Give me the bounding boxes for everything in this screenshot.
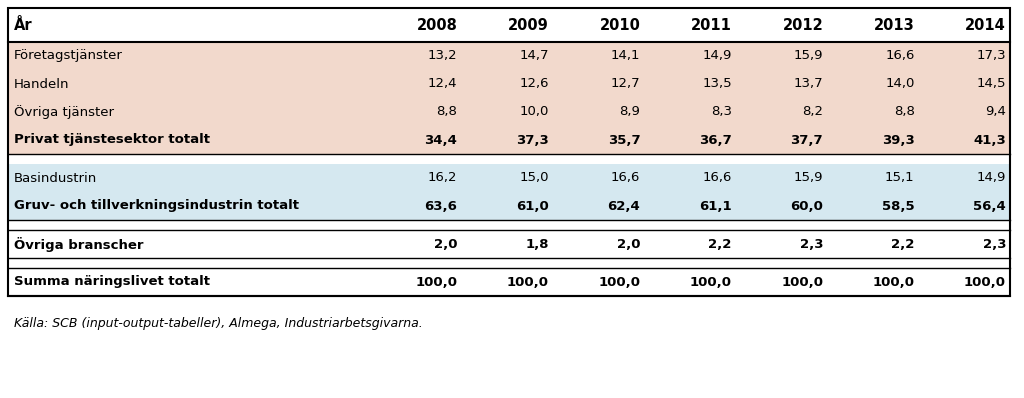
Text: 2011: 2011 bbox=[691, 18, 732, 33]
Text: 14,9: 14,9 bbox=[702, 49, 732, 62]
Text: 2,3: 2,3 bbox=[982, 238, 1006, 250]
Text: 61,0: 61,0 bbox=[516, 199, 549, 213]
Text: Summa näringslivet totalt: Summa näringslivet totalt bbox=[14, 275, 210, 289]
Text: Basindustrin: Basindustrin bbox=[14, 172, 97, 185]
Text: 16,6: 16,6 bbox=[611, 172, 640, 185]
Text: 2013: 2013 bbox=[873, 18, 914, 33]
Text: 2014: 2014 bbox=[966, 18, 1006, 33]
Text: 61,1: 61,1 bbox=[699, 199, 732, 213]
Bar bbox=[8, 192, 1010, 220]
Text: 17,3: 17,3 bbox=[976, 49, 1006, 62]
Text: 8,9: 8,9 bbox=[620, 105, 640, 119]
Text: Handeln: Handeln bbox=[14, 78, 70, 90]
Text: 37,3: 37,3 bbox=[516, 133, 549, 146]
Text: 15,0: 15,0 bbox=[519, 172, 549, 185]
Text: 34,4: 34,4 bbox=[425, 133, 458, 146]
Text: 100,0: 100,0 bbox=[964, 275, 1006, 289]
Text: 9,4: 9,4 bbox=[985, 105, 1006, 119]
Text: Övriga branscher: Övriga branscher bbox=[14, 236, 143, 252]
Bar bbox=[8, 42, 1010, 70]
Text: 2009: 2009 bbox=[508, 18, 549, 33]
Text: 13,7: 13,7 bbox=[794, 78, 823, 90]
Text: 15,9: 15,9 bbox=[794, 49, 823, 62]
Text: 12,7: 12,7 bbox=[610, 78, 640, 90]
Text: 37,7: 37,7 bbox=[791, 133, 823, 146]
Text: 100,0: 100,0 bbox=[690, 275, 732, 289]
Text: 8,8: 8,8 bbox=[894, 105, 914, 119]
Bar bbox=[8, 126, 1010, 154]
Text: 15,9: 15,9 bbox=[794, 172, 823, 185]
Text: 16,6: 16,6 bbox=[885, 49, 914, 62]
Text: 8,3: 8,3 bbox=[711, 105, 732, 119]
Text: 14,7: 14,7 bbox=[519, 49, 549, 62]
Text: År: År bbox=[14, 18, 33, 33]
Text: 8,8: 8,8 bbox=[436, 105, 458, 119]
Text: 16,6: 16,6 bbox=[702, 172, 732, 185]
Text: 14,0: 14,0 bbox=[885, 78, 914, 90]
Text: 2,2: 2,2 bbox=[709, 238, 732, 250]
Text: 2012: 2012 bbox=[782, 18, 823, 33]
Text: 13,5: 13,5 bbox=[702, 78, 732, 90]
Text: Källa: SCB (input-output-tabeller), Almega, Industriarbetsgivarna.: Källa: SCB (input-output-tabeller), Alme… bbox=[14, 318, 423, 330]
Text: 16,2: 16,2 bbox=[428, 172, 458, 185]
Text: 10,0: 10,0 bbox=[519, 105, 549, 119]
Bar bbox=[8, 230, 1010, 258]
Text: 56,4: 56,4 bbox=[973, 199, 1006, 213]
Text: 2,2: 2,2 bbox=[891, 238, 914, 250]
Text: 14,5: 14,5 bbox=[977, 78, 1006, 90]
Text: 35,7: 35,7 bbox=[607, 133, 640, 146]
Bar bbox=[8, 164, 1010, 192]
Bar bbox=[8, 268, 1010, 296]
Text: 12,4: 12,4 bbox=[428, 78, 458, 90]
Text: 100,0: 100,0 bbox=[598, 275, 640, 289]
Text: 13,2: 13,2 bbox=[428, 49, 458, 62]
Text: 15,1: 15,1 bbox=[885, 172, 914, 185]
Text: Företagstjänster: Företagstjänster bbox=[14, 49, 123, 62]
Text: 58,5: 58,5 bbox=[882, 199, 914, 213]
Text: 63,6: 63,6 bbox=[425, 199, 458, 213]
Text: 62,4: 62,4 bbox=[607, 199, 640, 213]
Text: 1,8: 1,8 bbox=[525, 238, 549, 250]
Text: 12,6: 12,6 bbox=[519, 78, 549, 90]
Text: 2008: 2008 bbox=[417, 18, 458, 33]
Text: 2,0: 2,0 bbox=[434, 238, 458, 250]
Text: Privat tjänstesektor totalt: Privat tjänstesektor totalt bbox=[14, 133, 210, 146]
Text: 14,9: 14,9 bbox=[977, 172, 1006, 185]
Text: 60,0: 60,0 bbox=[791, 199, 823, 213]
Text: 2,3: 2,3 bbox=[800, 238, 823, 250]
Text: 100,0: 100,0 bbox=[507, 275, 549, 289]
Text: Gruv- och tillverkningsindustrin totalt: Gruv- och tillverkningsindustrin totalt bbox=[14, 199, 299, 213]
Text: 100,0: 100,0 bbox=[872, 275, 914, 289]
Text: 100,0: 100,0 bbox=[781, 275, 823, 289]
Bar bbox=[8, 8, 1010, 296]
Text: 2,0: 2,0 bbox=[616, 238, 640, 250]
Text: 8,2: 8,2 bbox=[802, 105, 823, 119]
Text: 100,0: 100,0 bbox=[416, 275, 458, 289]
Text: 41,3: 41,3 bbox=[973, 133, 1006, 146]
Text: Övriga tjänster: Övriga tjänster bbox=[14, 105, 114, 119]
Text: 36,7: 36,7 bbox=[699, 133, 732, 146]
Bar bbox=[8, 70, 1010, 98]
Bar bbox=[8, 8, 1010, 42]
Text: 2010: 2010 bbox=[599, 18, 640, 33]
Bar bbox=[8, 98, 1010, 126]
Text: 14,1: 14,1 bbox=[610, 49, 640, 62]
Text: 39,3: 39,3 bbox=[882, 133, 914, 146]
